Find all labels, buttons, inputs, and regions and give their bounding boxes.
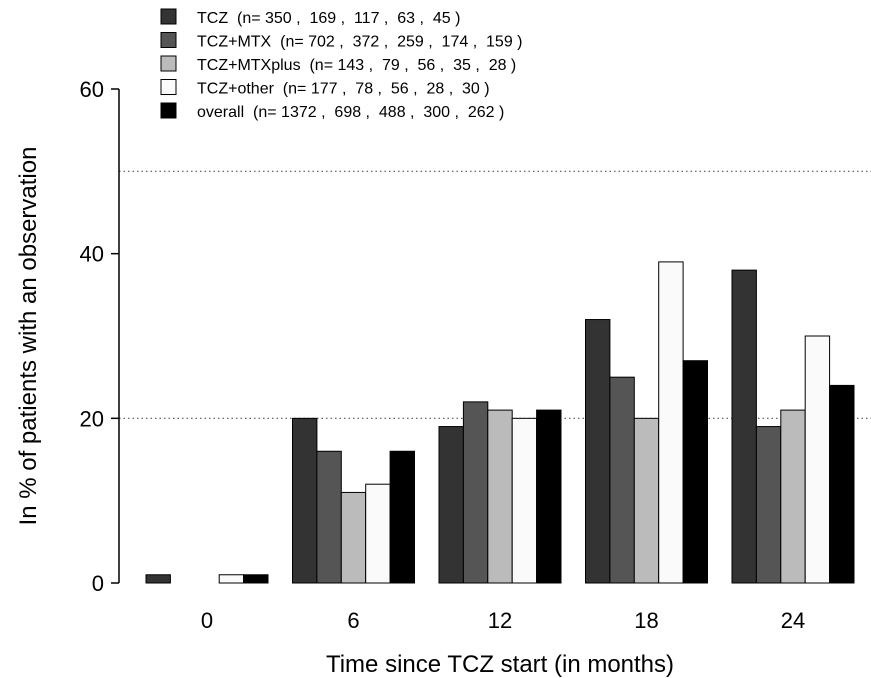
bar <box>145 574 171 584</box>
legend-label: TCZ+MTXplus (n= 143 , 79 , 56 , 35 , 28 … <box>197 57 516 74</box>
x-tick-label: 18 <box>634 608 658 633</box>
y-axis: 0 20 40 60 <box>80 77 120 596</box>
legend-swatch <box>160 32 177 48</box>
bar <box>633 417 660 584</box>
bar <box>462 401 489 584</box>
legend-swatch <box>160 102 177 119</box>
bar <box>292 417 318 584</box>
bar <box>340 491 367 584</box>
bar <box>658 261 684 584</box>
x-tick-label: 24 <box>781 608 805 633</box>
x-axis-label: Time since TCZ start (in months) <box>326 651 674 678</box>
reference-lines <box>119 170 871 419</box>
bar <box>487 409 513 584</box>
bar <box>731 269 757 584</box>
y-tick-label: 40 <box>80 242 104 267</box>
bar <box>609 376 635 584</box>
legend-label: TCZ (n= 350 , 169 , 117 , 63 , 45 ) <box>197 10 460 27</box>
bar <box>511 417 538 584</box>
bar <box>585 319 611 584</box>
y-tick-label: 20 <box>80 406 104 431</box>
legend-swatch <box>160 55 177 72</box>
bar <box>682 360 708 584</box>
bar <box>389 450 416 584</box>
bar <box>536 409 562 584</box>
legend-label: TCZ+other (n= 177 , 78 , 56 , 28 , 30 ) <box>197 81 490 98</box>
bar <box>243 574 269 584</box>
bar <box>316 450 342 584</box>
bar <box>438 426 464 584</box>
x-tick-label: 6 <box>347 608 359 633</box>
legend: TCZ (n= 350 , 169 , 117 , 63 , 45 ) TCZ+M… <box>160 8 523 121</box>
bar <box>780 409 806 584</box>
legend-label: overall (n= 1372 , 698 , 488 , 300 , 262… <box>197 104 504 121</box>
y-tick-label: 0 <box>92 571 104 596</box>
legend-swatch <box>160 8 177 25</box>
y-tick-label: 60 <box>80 77 104 102</box>
y-axis-label: In % of patients with an observation <box>15 147 42 526</box>
x-tick-label: 12 <box>488 608 512 633</box>
bar <box>218 574 245 584</box>
bars <box>145 261 855 584</box>
x-tick-label: 0 <box>201 608 213 633</box>
legend-swatch <box>160 79 177 95</box>
x-axis-tick-labels: 0 6 12 18 24 <box>201 608 805 633</box>
legend-label: TCZ+MTX (n= 702 , 372 , 259 , 174 , 159 … <box>197 34 523 51</box>
bar <box>755 426 782 584</box>
bar <box>829 384 855 584</box>
bar <box>804 335 831 584</box>
bar <box>365 483 391 584</box>
